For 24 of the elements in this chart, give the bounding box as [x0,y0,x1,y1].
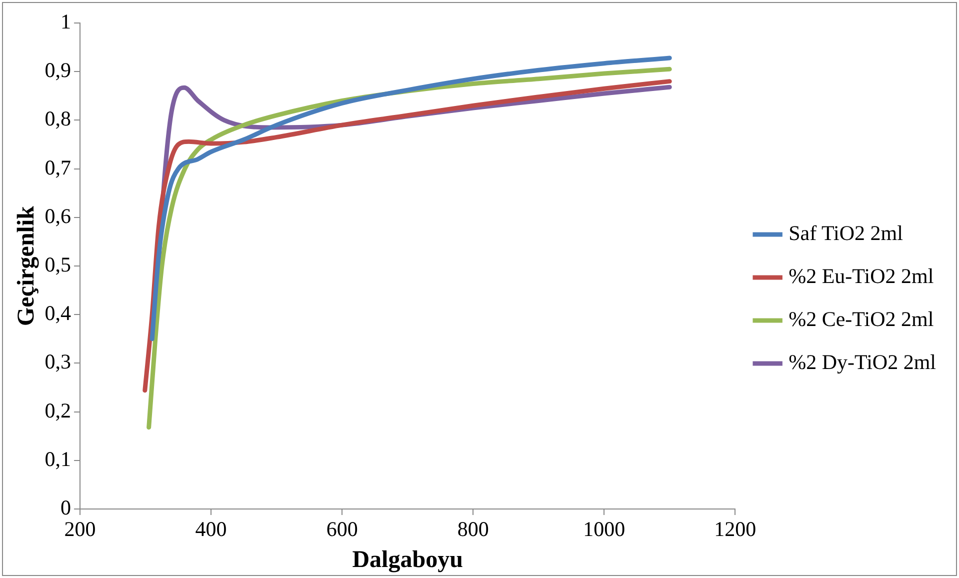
y-tick-label: 0,8 [44,106,72,131]
legend-label: %2 Eu-TiO2 2ml [788,264,934,288]
x-tick-label: 1200 [714,517,756,542]
legend-label: Saf TiO2 2ml [788,221,904,246]
y-tick-label: 1 [60,10,72,34]
y-tick-label: 0,4 [44,301,72,326]
x-tick-label: 200 [64,517,96,542]
y-axis-title: Geçirgenlik [14,205,40,326]
y-tick-label: 0,3 [44,350,72,374]
legend-label: %2 Dy-TiO2 2ml [788,350,936,374]
x-tick-label: 800 [457,517,489,542]
x-tick-label: 1000 [583,517,626,542]
y-tick-label: 0,9 [44,58,72,82]
y-tick-label: 0,6 [44,204,72,228]
y-tick-label: 0,1 [44,446,72,471]
y-tick-label: 0,7 [44,155,72,180]
x-tick-label: 600 [326,517,358,542]
legend-label: %2 Ce-TiO2 2ml [788,307,934,332]
y-tick-label: 0 [60,496,72,520]
x-tick-label: 400 [195,517,227,542]
line-series [150,56,672,342]
y-tick-label: 0,5 [44,252,72,277]
y-tick-label: 0,2 [44,398,72,422]
x-axis-title: Dalgaboyu [352,546,463,573]
